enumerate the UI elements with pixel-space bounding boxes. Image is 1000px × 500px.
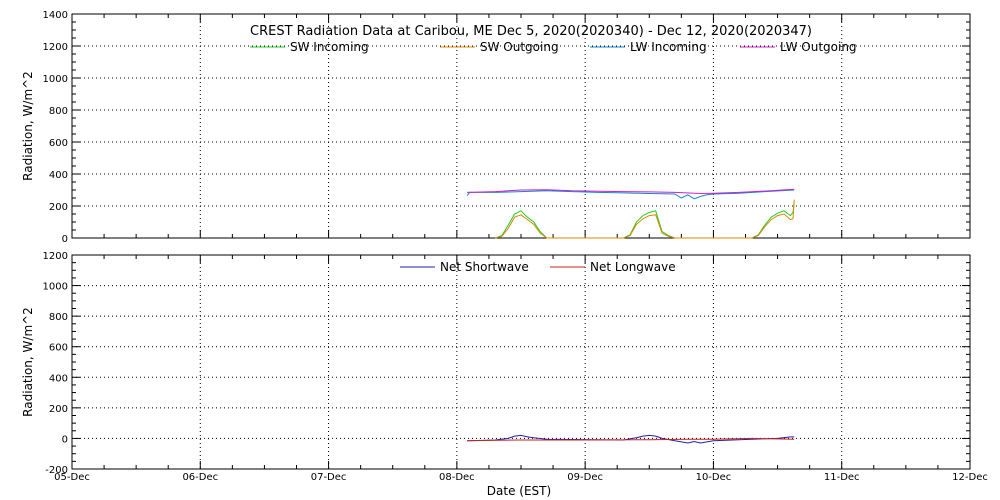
- chart-panel-1: 0 200 400 600 800 1000 1200 1400 Radiation, W/m^…: [21, 10, 971, 245]
- y-tick-label: 1200: [43, 42, 68, 53]
- series-line-sw-outgoing: [495, 199, 795, 239]
- x-tick-label: 10-Dec: [696, 472, 732, 483]
- y-axis-title: Radiation, W/m^2: [21, 71, 35, 181]
- series-line-lw-incoming: [466, 189, 795, 200]
- y-tick-label: 0: [62, 234, 68, 245]
- y-tick-label: 1400: [43, 10, 68, 21]
- y-tick-label: 0: [62, 434, 68, 445]
- x-axis-title: Date (EST): [487, 484, 551, 498]
- legend-label: SW Incoming: [290, 40, 369, 54]
- x-tick-label: 08-Dec: [439, 472, 475, 483]
- y-tick-label: 600: [49, 138, 68, 149]
- legend-label: Net Shortwave: [440, 260, 529, 274]
- chart-panel-2: -200 0 200 400 600 800 1000 1200 05-Dec 06-Dec 07-…: [21, 251, 988, 498]
- chart-title: CREST Radiation Data at Caribou, ME Dec …: [250, 24, 812, 39]
- y-tick-label: 200: [49, 202, 68, 213]
- x-tick-label: 07-Dec: [311, 472, 347, 483]
- series-line-net-shortwave: [467, 434, 795, 444]
- legend-label: LW Outgoing: [780, 40, 857, 54]
- y-axis-title: Radiation, W/m^2: [21, 307, 35, 417]
- x-tick-label: 06-Dec: [182, 472, 218, 483]
- legend-label: LW Incoming: [630, 40, 707, 54]
- series-line-sw-incoming: [495, 202, 795, 239]
- series-line-lw-outgoing: [467, 188, 795, 195]
- legend-label: Net Longwave: [590, 260, 676, 274]
- series-line-net-longwave: [467, 437, 795, 442]
- y-tick-label: 800: [49, 312, 68, 323]
- y-tick-label: 800: [49, 106, 68, 117]
- x-tick-label: 12-Dec: [952, 472, 988, 483]
- y-tick-label: 1000: [43, 74, 68, 85]
- y-tick-label: 400: [49, 373, 68, 384]
- legend-label: SW Outgoing: [480, 40, 559, 54]
- y-tick-label: 1000: [43, 282, 68, 293]
- y-tick-label: 200: [49, 404, 68, 415]
- y-tick-label: -200: [45, 465, 68, 476]
- y-tick-label: 600: [49, 343, 68, 354]
- plot-frame: [71, 254, 971, 470]
- x-tick-label: 05-Dec: [54, 472, 90, 483]
- x-tick-label: 09-Dec: [567, 472, 603, 483]
- x-tick-label: 11-Dec: [824, 472, 860, 483]
- y-tick-label: 400: [49, 170, 68, 181]
- y-tick-label: 1200: [43, 251, 68, 262]
